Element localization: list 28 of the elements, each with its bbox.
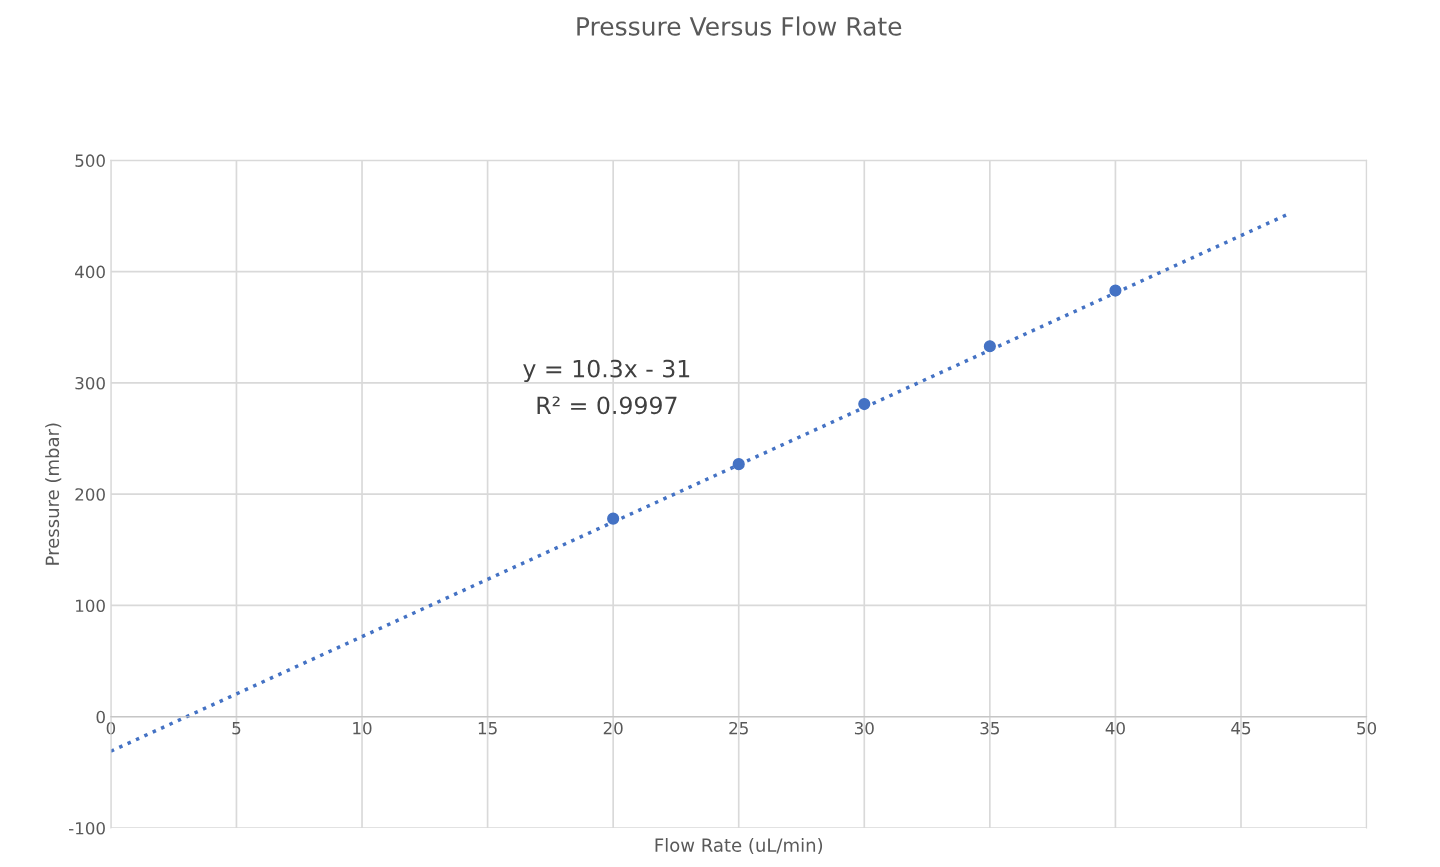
annotation: R² = 0.9997 <box>537 396 677 415</box>
point <box>607 512 620 525</box>
point <box>732 458 745 471</box>
y-tick-label: 200 <box>75 488 105 501</box>
x-tick-label: 25 <box>729 721 748 735</box>
x-tick-label: 40 <box>1105 721 1125 735</box>
annotation: y = 10.3x - 31 <box>523 359 690 383</box>
y-tick-label: 400 <box>75 265 105 279</box>
chart-title: Pressure Versus Flow Rate <box>577 16 902 36</box>
x-tick-label: 35 <box>980 721 999 735</box>
x-tick-label: 0 <box>106 721 116 735</box>
point <box>1109 284 1122 297</box>
x-tick-label: 30 <box>854 721 874 735</box>
x-tick-label: 50 <box>1357 721 1377 735</box>
x-axis-title: Flow Rate (uL/min) <box>655 838 823 855</box>
point <box>983 340 996 353</box>
y-tick-label: -100 <box>69 821 105 835</box>
point <box>858 397 871 411</box>
y-tick-label: 0 <box>96 710 105 724</box>
x-tick-label: 10 <box>353 721 372 735</box>
x-tick-label: 20 <box>603 721 623 735</box>
y-axis-title: Pressure (mbar) <box>45 423 62 565</box>
y-tick-label: 500 <box>75 154 105 167</box>
x-tick-label: 15 <box>478 722 497 735</box>
y-tick-label: 100 <box>76 599 105 613</box>
y-tick-label: 300 <box>75 376 105 390</box>
x-tick-label: 5 <box>232 722 241 735</box>
x-tick-label: 45 <box>1231 722 1251 735</box>
